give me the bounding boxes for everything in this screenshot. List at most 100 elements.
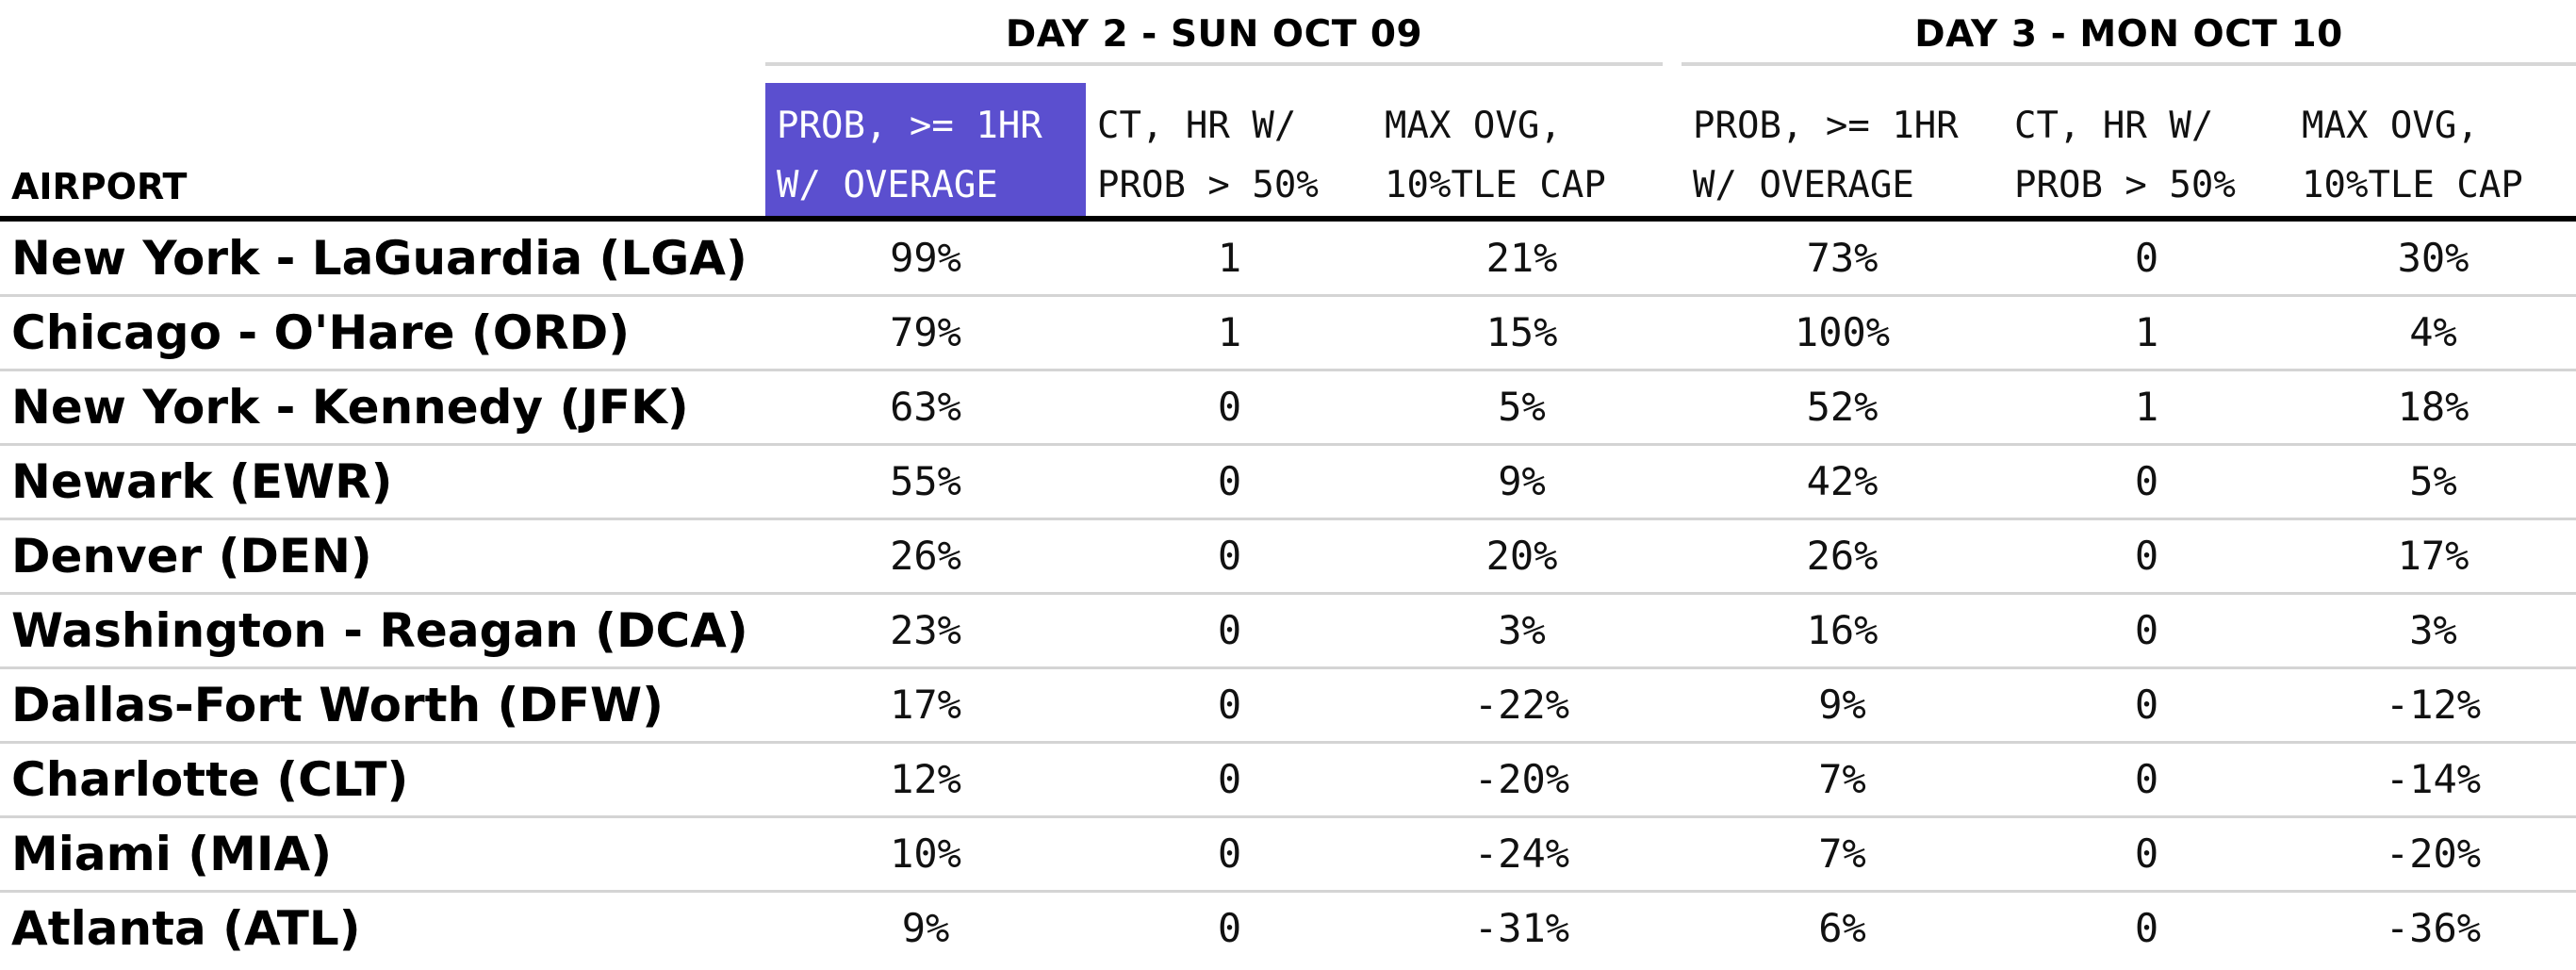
column-header-5: CT, HR W/PROB > 50% bbox=[2003, 83, 2290, 217]
table-cell: 0 bbox=[2134, 830, 2159, 877]
table-cell: 1 bbox=[2134, 384, 2159, 430]
table-cell: 26% bbox=[890, 533, 961, 579]
row-divider bbox=[0, 294, 2576, 297]
table-cell: -14% bbox=[2385, 756, 2482, 802]
row-divider bbox=[0, 741, 2576, 744]
table-row: Newark (EWR) 55% 0 9% 42% 0 5% bbox=[0, 446, 2576, 520]
airport-name: Atlanta (ATL) bbox=[11, 901, 361, 956]
column-header-line1: MAX OVG, bbox=[1385, 105, 1562, 147]
table-cell: 18% bbox=[2397, 384, 2469, 430]
table-cell: 0 bbox=[1217, 682, 1242, 728]
table-cell: -24% bbox=[1473, 830, 1570, 877]
table-cell: 4% bbox=[2409, 309, 2457, 355]
table-cell: 52% bbox=[1806, 384, 1879, 430]
table-cell: 0 bbox=[2134, 682, 2159, 728]
table-cell: 0 bbox=[1217, 384, 1242, 430]
airport-name: New York - LaGuardia (LGA) bbox=[11, 231, 747, 286]
row-divider bbox=[0, 443, 2576, 446]
table-cell: 9% bbox=[1818, 682, 1866, 728]
airport-name: Charlotte (CLT) bbox=[11, 752, 409, 807]
column-header-line2: 10%TLE CAP bbox=[2302, 164, 2523, 206]
table-cell: 3% bbox=[2409, 607, 2457, 653]
airport-column-header: AIRPORT bbox=[11, 166, 188, 207]
table-cell: 0 bbox=[1217, 607, 1242, 653]
column-header-6: MAX OVG, 10%TLE CAP bbox=[2290, 83, 2576, 217]
table-cell: 6% bbox=[1818, 905, 1866, 951]
table-cell: 5% bbox=[1498, 384, 1546, 430]
table-row: Dallas-Fort Worth (DFW) 17% 0 -22% 9% 0 -12% bbox=[0, 669, 2576, 744]
airport-name: Denver (DEN) bbox=[11, 529, 372, 584]
airport-name: Washington - Reagan (DCA) bbox=[11, 603, 748, 658]
table-cell: -22% bbox=[1473, 682, 1570, 728]
table-cell: 7% bbox=[1818, 830, 1866, 877]
table-cell: 15% bbox=[1485, 309, 1558, 355]
table-cell: -36% bbox=[2385, 905, 2482, 951]
table-cell: 17% bbox=[2397, 533, 2469, 579]
table-cell: 0 bbox=[2134, 533, 2159, 579]
table-row: New York - LaGuardia (LGA) 99% 1 21% 73% 0 30% bbox=[0, 222, 2576, 297]
column-header-line2: W/ OVERAGE bbox=[777, 164, 998, 206]
table-cell: 9% bbox=[901, 905, 950, 951]
table-cell: 100% bbox=[1794, 309, 1891, 355]
header-rule bbox=[0, 216, 2576, 222]
table-cell: 30% bbox=[2397, 235, 2469, 281]
table-cell: 0 bbox=[1217, 830, 1242, 877]
column-header-3: MAX OVG, 10%TLE CAP bbox=[1373, 83, 1670, 217]
group-title-day3: DAY 3 - MON OCT 10 bbox=[1914, 13, 2343, 56]
table-row: Washington - Reagan (DCA) 23% 0 3% 16% 0 3% bbox=[0, 595, 2576, 669]
column-header-2: CT, HR W/PROB > 50% bbox=[1086, 83, 1373, 217]
table-cell: -31% bbox=[1473, 905, 1570, 951]
table-cell: 26% bbox=[1806, 533, 1879, 579]
table-cell: 10% bbox=[890, 830, 961, 877]
table-row: Charlotte (CLT) 12% 0 -20% 7% 0 -14% bbox=[0, 744, 2576, 818]
table-cell: 55% bbox=[890, 458, 961, 504]
table-cell: 5% bbox=[2409, 458, 2457, 504]
group-rule-day2 bbox=[765, 62, 1663, 66]
column-header-line2: PROB > 50% bbox=[2014, 164, 2236, 206]
table-cell: 23% bbox=[890, 607, 961, 653]
table-cell: 99% bbox=[890, 235, 961, 281]
table-cell: -20% bbox=[2385, 830, 2482, 877]
table-cell: 0 bbox=[2134, 756, 2159, 802]
table-cell: 0 bbox=[2134, 607, 2159, 653]
table-cell: 0 bbox=[2134, 235, 2159, 281]
table-cell: 12% bbox=[890, 756, 961, 802]
row-divider bbox=[0, 890, 2576, 893]
column-header-line1: CT, HR W/ bbox=[2014, 105, 2214, 147]
column-header-line2: PROB > 50% bbox=[1097, 164, 1319, 206]
table-cell: 1 bbox=[1217, 309, 1242, 355]
row-divider bbox=[0, 815, 2576, 818]
table-cell: 0 bbox=[1217, 756, 1242, 802]
table-cell: 1 bbox=[2134, 309, 2159, 355]
table-cell: -12% bbox=[2385, 682, 2482, 728]
airport-name: New York - Kennedy (JFK) bbox=[11, 380, 689, 435]
column-header-line1: CT, HR W/ bbox=[1097, 105, 1297, 147]
table-row: New York - Kennedy (JFK) 63% 0 5% 52% 1 18% bbox=[0, 371, 2576, 446]
table-row: Atlanta (ATL) 9% 0 -31% 6% 0 -36% bbox=[0, 893, 2576, 967]
table-cell: 0 bbox=[2134, 905, 2159, 951]
table-cell: 21% bbox=[1485, 235, 1558, 281]
table-cell: 73% bbox=[1806, 235, 1879, 281]
table-cell: 0 bbox=[2134, 458, 2159, 504]
table-cell: 17% bbox=[890, 682, 961, 728]
group-rule-day3 bbox=[1682, 62, 2576, 66]
airport-name: Chicago - O'Hare (ORD) bbox=[11, 305, 631, 360]
column-header-line1: PROB, >= 1HR bbox=[1693, 105, 1959, 147]
table-cell: 0 bbox=[1217, 533, 1242, 579]
column-header-line1: PROB, >= 1HR bbox=[777, 105, 1042, 147]
table-cell: 3% bbox=[1498, 607, 1546, 653]
airport-name: Dallas-Fort Worth (DFW) bbox=[11, 678, 665, 732]
table-cell: 20% bbox=[1485, 533, 1558, 579]
column-header-4: PROB, >= 1HR W/ OVERAGE bbox=[1682, 83, 2003, 217]
row-divider bbox=[0, 666, 2576, 669]
group-title-day2: DAY 2 - SUN OCT 09 bbox=[1005, 13, 1423, 56]
table-cell: -20% bbox=[1473, 756, 1570, 802]
table-cell: 79% bbox=[890, 309, 961, 355]
table-row: Miami (MIA) 10% 0 -24% 7% 0 -20% bbox=[0, 818, 2576, 893]
column-header-1: PROB, >= 1HR W/ OVERAGE bbox=[765, 83, 1086, 217]
row-divider bbox=[0, 369, 2576, 371]
table-cell: 0 bbox=[1217, 458, 1242, 504]
airport-name: Newark (EWR) bbox=[11, 454, 393, 509]
table-cell: 63% bbox=[890, 384, 961, 430]
